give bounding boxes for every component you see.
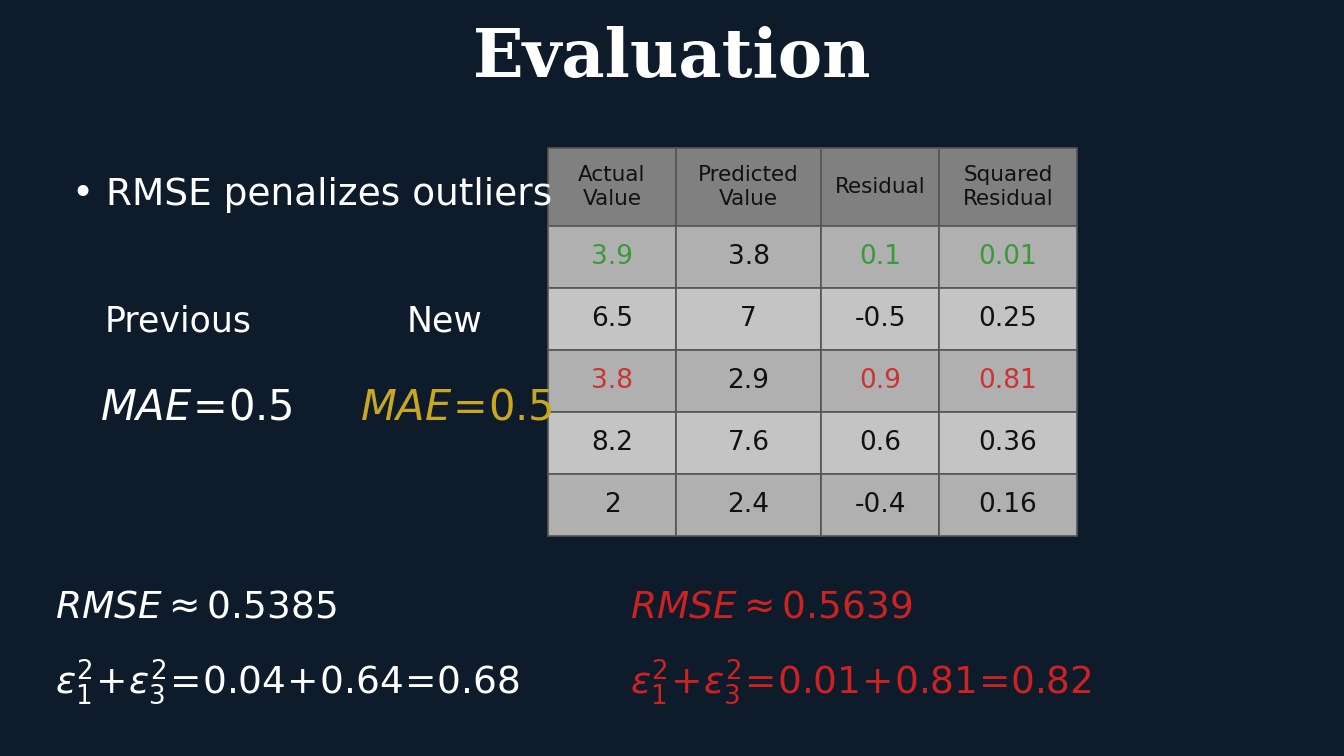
Text: $RMSE \approx 0.5639$: $RMSE \approx 0.5639$ [630, 590, 913, 626]
Text: 3.8: 3.8 [727, 244, 770, 270]
Text: 0.01: 0.01 [978, 244, 1038, 270]
Bar [821, 350, 939, 412]
Text: 6.5: 6.5 [591, 306, 633, 332]
Bar [821, 148, 939, 226]
Text: • RMSE penalizes outliers: • RMSE penalizes outliers [73, 177, 552, 213]
Text: 3.8: 3.8 [591, 368, 633, 394]
Bar [676, 474, 821, 536]
Text: 8.2: 8.2 [591, 430, 633, 456]
Bar [821, 474, 939, 536]
Text: $\epsilon_1^2\!+\!\epsilon_3^2\!=\!0.01\!+\!0.81\!=\!0.82$: $\epsilon_1^2\!+\!\epsilon_3^2\!=\!0.01\… [630, 658, 1091, 706]
Bar [548, 474, 676, 536]
Bar [939, 474, 1077, 536]
Bar [821, 412, 939, 474]
Text: 0.16: 0.16 [978, 492, 1038, 518]
Bar [939, 226, 1077, 288]
Bar [676, 226, 821, 288]
Bar [821, 288, 939, 350]
Text: 3.9: 3.9 [591, 244, 633, 270]
Bar [939, 288, 1077, 350]
Text: -0.5: -0.5 [855, 306, 906, 332]
Text: 0.36: 0.36 [978, 430, 1038, 456]
Text: Predicted
Value: Predicted Value [698, 165, 798, 209]
Bar [548, 288, 676, 350]
Text: New: New [407, 305, 482, 339]
Bar [939, 350, 1077, 412]
Bar [939, 412, 1077, 474]
Bar [821, 226, 939, 288]
Bar [939, 148, 1077, 226]
Bar [676, 148, 821, 226]
Text: Actual
Value: Actual Value [578, 165, 645, 209]
Bar [548, 350, 676, 412]
Text: 7.6: 7.6 [727, 430, 770, 456]
Bar [676, 412, 821, 474]
Text: 0.6: 0.6 [859, 430, 900, 456]
Text: Previous: Previous [105, 305, 251, 339]
Text: Residual: Residual [835, 177, 925, 197]
Text: Squared
Residual: Squared Residual [962, 165, 1054, 209]
Bar [676, 288, 821, 350]
Text: $MAE\!=\!0.5$: $MAE\!=\!0.5$ [360, 387, 552, 429]
Text: $\epsilon_1^2\!+\!\epsilon_3^2\!=\!0.04\!+\!0.64\!=\!0.68$: $\epsilon_1^2\!+\!\epsilon_3^2\!=\!0.04\… [55, 658, 520, 706]
Bar [548, 148, 676, 226]
Text: 0.81: 0.81 [978, 368, 1038, 394]
Bar [548, 226, 676, 288]
Text: 0.25: 0.25 [978, 306, 1038, 332]
Text: 2.4: 2.4 [727, 492, 770, 518]
Text: 2.9: 2.9 [727, 368, 770, 394]
Text: 0.9: 0.9 [859, 368, 900, 394]
Text: 0.1: 0.1 [859, 244, 900, 270]
Text: $MAE\!=\!0.5$: $MAE\!=\!0.5$ [99, 387, 293, 429]
Text: Evaluation: Evaluation [473, 26, 871, 91]
Bar [676, 350, 821, 412]
Text: -0.4: -0.4 [855, 492, 906, 518]
Text: 7: 7 [741, 306, 757, 332]
Bar [548, 412, 676, 474]
Text: 2: 2 [603, 492, 621, 518]
Text: $RMSE \approx 0.5385$: $RMSE \approx 0.5385$ [55, 590, 337, 626]
